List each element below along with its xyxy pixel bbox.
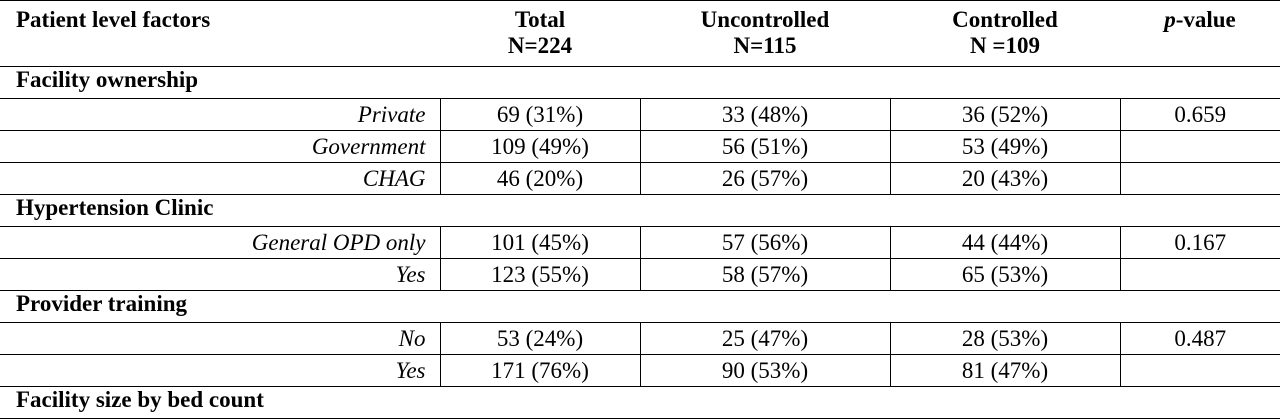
section-row-provider-training: Provider training — [0, 290, 1280, 323]
header-pvalue-p: p — [1164, 7, 1176, 32]
header-pvalue: p-value — [1120, 0, 1280, 67]
cell-pvalue: 0.659 — [1119, 98, 1280, 131]
cell-uncontrolled: 57 (56%) — [639, 226, 891, 259]
table-row: Private 69 (31%) 33 (48%) 36 (52%) 0.659 — [0, 98, 1280, 131]
cell-pvalue — [1119, 162, 1280, 195]
header-total-label: Total — [514, 7, 566, 32]
cell-total: 69 (31%) — [439, 98, 641, 131]
cell-controlled: 36 (52%) — [889, 98, 1121, 131]
section-title: Provider training — [0, 290, 1280, 323]
cell-total: 46 (20%) — [439, 162, 641, 195]
cell-total: 171 (76%) — [439, 354, 641, 387]
row-label: General OPD only — [0, 226, 441, 259]
table-row: Yes 123 (55%) 58 (57%) 65 (53%) — [0, 258, 1280, 291]
header-total: Total N=224 — [440, 0, 640, 67]
cell-uncontrolled: 33 (48%) — [639, 98, 891, 131]
section-title: Facility size by bed count — [0, 386, 1280, 419]
section-title: Hypertension Clinic — [0, 194, 1280, 227]
table-row: Government 109 (49%) 56 (51%) 53 (49%) — [0, 130, 1280, 163]
cell-pvalue — [1119, 258, 1280, 291]
row-label: Yes — [0, 354, 441, 387]
cell-pvalue — [1119, 130, 1280, 163]
section-row-facility-ownership: Facility ownership — [0, 66, 1280, 99]
section-title: Facility ownership — [0, 66, 1280, 99]
cell-controlled: 81 (47%) — [889, 354, 1121, 387]
table-row: CHAG 46 (20%) 26 (57%) 20 (43%) — [0, 162, 1280, 195]
section-row-hypertension-clinic: Hypertension Clinic — [0, 194, 1280, 227]
row-label: No — [0, 322, 441, 355]
table-header: Patient level factors Total N=224 Uncont… — [0, 0, 1280, 67]
header-factors: Patient level factors — [0, 0, 440, 67]
cell-controlled: 44 (44%) — [889, 226, 1121, 259]
cell-controlled: 65 (53%) — [889, 258, 1121, 291]
cell-pvalue: 0.487 — [1119, 322, 1280, 355]
section-row-facility-size: Facility size by bed count — [0, 386, 1280, 419]
cell-controlled: 20 (43%) — [889, 162, 1121, 195]
header-uncontrolled: Uncontrolled N=115 — [640, 0, 890, 67]
table-row: No 53 (24%) 25 (47%) 28 (53%) 0.487 — [0, 322, 1280, 355]
cell-total: 109 (49%) — [439, 130, 641, 163]
header-total-n: N=224 — [507, 32, 573, 58]
header-pvalue-rest: -value — [1175, 7, 1236, 32]
cell-uncontrolled: 56 (51%) — [639, 130, 891, 163]
cell-total: 101 (45%) — [439, 226, 641, 259]
row-label: Yes — [0, 258, 441, 291]
table-row: Yes 171 (76%) 90 (53%) 81 (47%) — [0, 354, 1280, 387]
row-label: Private — [0, 98, 441, 131]
cell-total: 53 (24%) — [439, 322, 641, 355]
header-controlled-label: Controlled — [952, 7, 1058, 32]
header-row: Patient level factors Total N=224 Uncont… — [0, 0, 1280, 67]
table-body: Facility ownership Private 69 (31%) 33 (… — [0, 66, 1280, 419]
table-row: General OPD only 101 (45%) 57 (56%) 44 (… — [0, 226, 1280, 259]
header-uncontrolled-n: N=115 — [733, 32, 797, 58]
cell-pvalue — [1119, 354, 1280, 387]
header-controlled: Controlled N =109 — [890, 0, 1120, 67]
cell-pvalue: 0.167 — [1119, 226, 1280, 259]
header-uncontrolled-label: Uncontrolled — [700, 7, 830, 32]
cell-uncontrolled: 25 (47%) — [639, 322, 891, 355]
cell-controlled: 28 (53%) — [889, 322, 1121, 355]
row-label: Government — [0, 130, 441, 163]
cell-uncontrolled: 26 (57%) — [639, 162, 891, 195]
cell-controlled: 53 (49%) — [889, 130, 1121, 163]
cell-uncontrolled: 58 (57%) — [639, 258, 891, 291]
cell-total: 123 (55%) — [439, 258, 641, 291]
row-label: CHAG — [0, 162, 441, 195]
cell-uncontrolled: 90 (53%) — [639, 354, 891, 387]
header-controlled-n: N =109 — [970, 32, 1040, 58]
